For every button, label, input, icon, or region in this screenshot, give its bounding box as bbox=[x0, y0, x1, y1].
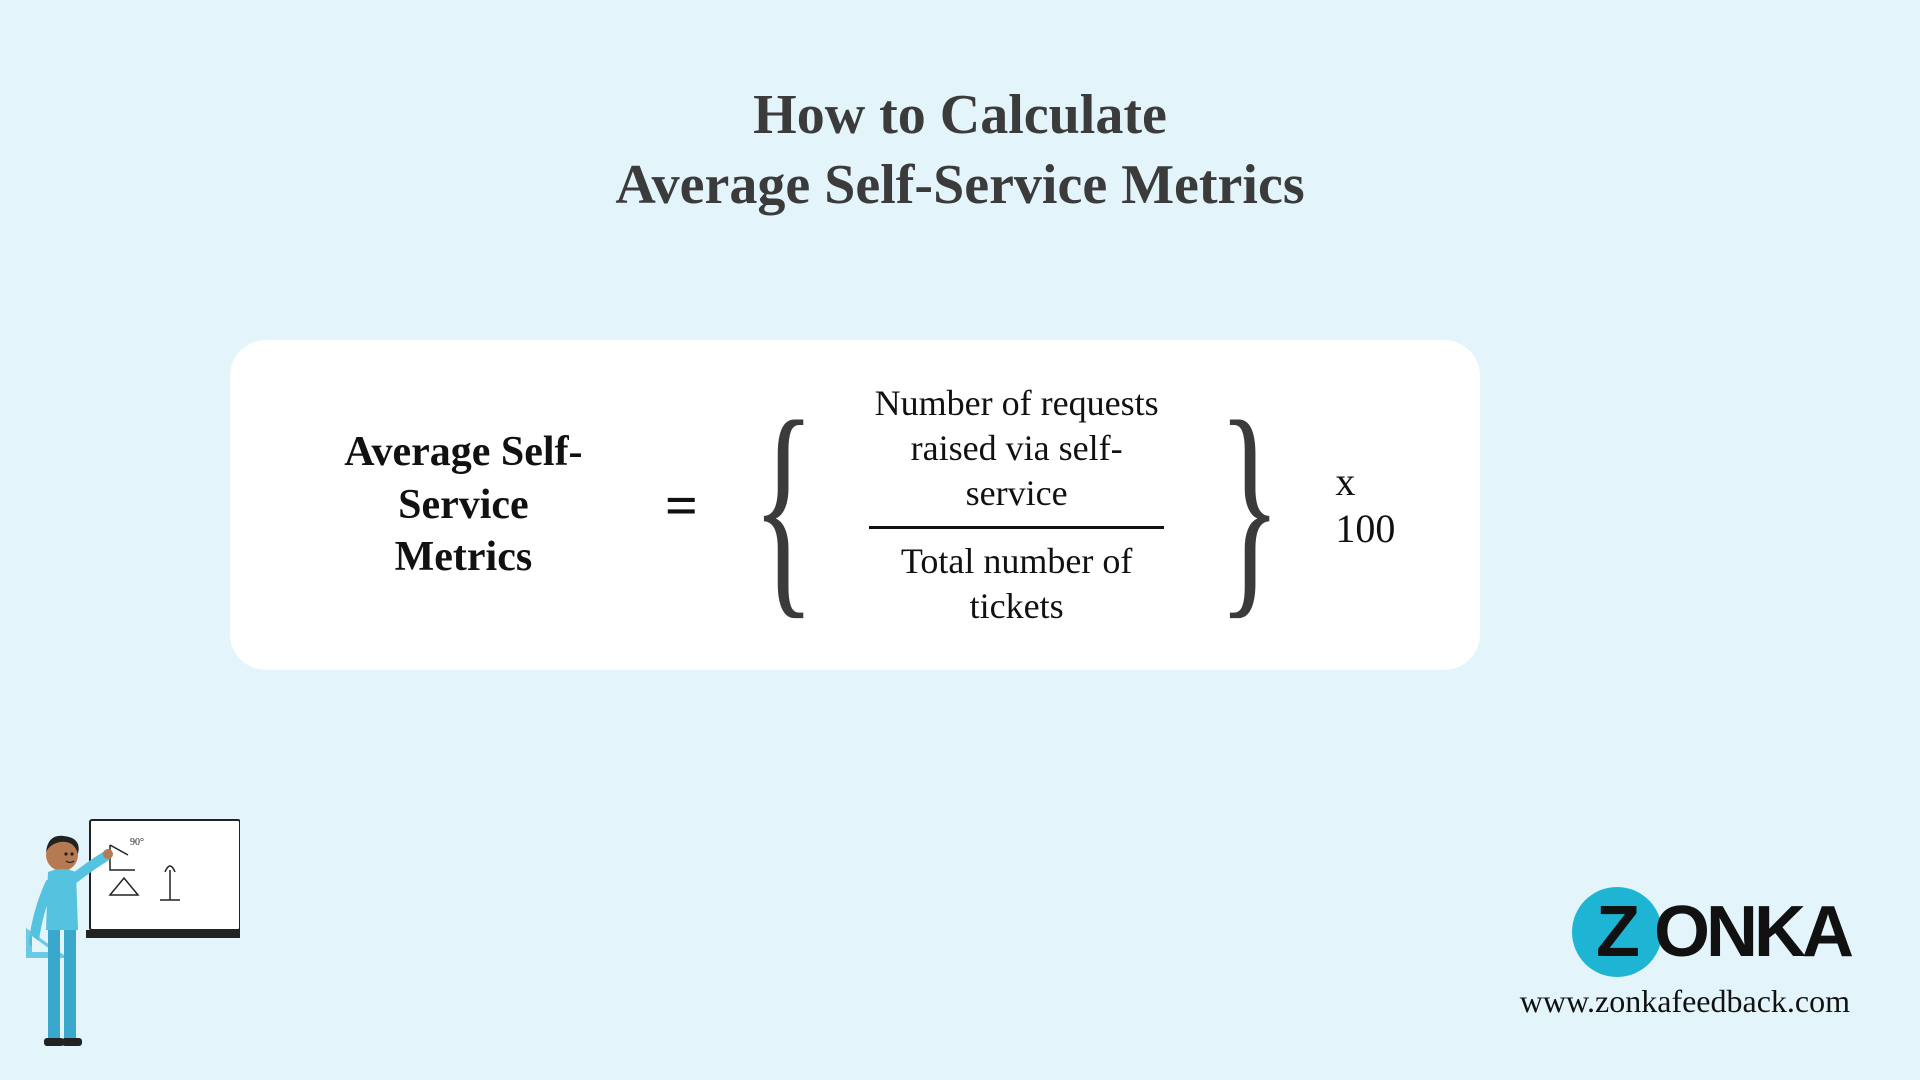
teacher-illustration: 90° bbox=[20, 800, 240, 1060]
multiplier: x 100 bbox=[1335, 458, 1420, 552]
numerator: Number of requests raised via self-servi… bbox=[869, 381, 1164, 516]
numerator-line-1: Number of requests bbox=[869, 381, 1164, 426]
zonka-logo: Z ONKA bbox=[1520, 887, 1850, 977]
equals-sign: = bbox=[665, 472, 698, 539]
svg-text:90°: 90° bbox=[130, 837, 144, 848]
denominator-line-1: Total number of bbox=[901, 539, 1132, 584]
title-line-2: Average Self-Service Metrics bbox=[615, 150, 1304, 220]
formula-lhs: Average Self-Service Metrics bbox=[290, 426, 637, 584]
denominator: Total number of tickets bbox=[901, 539, 1132, 629]
denominator-line-2: tickets bbox=[901, 584, 1132, 629]
title-line-1: How to Calculate bbox=[615, 80, 1304, 150]
website-url: www.zonkafeedback.com bbox=[1520, 983, 1850, 1020]
fraction: Number of requests raised via self-servi… bbox=[869, 381, 1164, 629]
formula-row: Average Self-Service Metrics = { Number … bbox=[290, 381, 1420, 629]
formula-card: Average Self-Service Metrics = { Number … bbox=[230, 340, 1480, 670]
brace-right-icon: } bbox=[1218, 385, 1281, 625]
lhs-line-2: Metrics bbox=[290, 531, 637, 584]
page-title: How to Calculate Average Self-Service Me… bbox=[615, 80, 1304, 220]
logo-z-badge: Z bbox=[1572, 887, 1662, 977]
brand-block: Z ONKA www.zonkafeedback.com bbox=[1520, 887, 1850, 1020]
logo-text: ONKA bbox=[1654, 891, 1850, 973]
lhs-line-1: Average Self-Service bbox=[290, 426, 637, 531]
infographic-canvas: How to Calculate Average Self-Service Me… bbox=[0, 0, 1920, 1080]
brace-left-icon: { bbox=[752, 385, 815, 625]
fraction-line bbox=[869, 526, 1164, 529]
numerator-line-2: raised via self-service bbox=[869, 426, 1164, 516]
